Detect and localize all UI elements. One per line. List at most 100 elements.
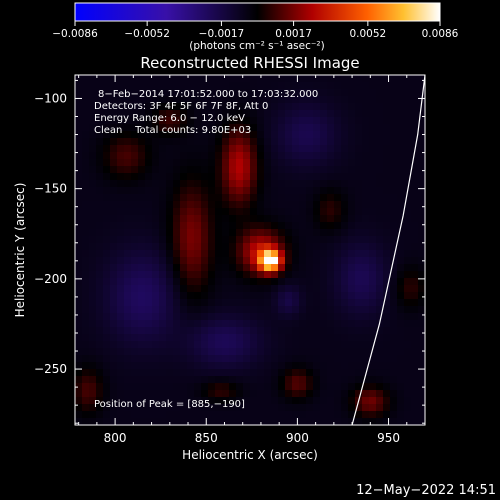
- heatmap-cell: [306, 96, 314, 104]
- heatmap-cell: [229, 306, 237, 314]
- heatmap-cell: [390, 306, 398, 314]
- heatmap-cell: [110, 348, 118, 356]
- heatmap-cell: [327, 327, 335, 335]
- heatmap-cell: [222, 194, 230, 202]
- heatmap-cell: [145, 138, 153, 146]
- heatmap-cell: [159, 208, 167, 216]
- heatmap-cell: [369, 299, 377, 307]
- heatmap-cell: [180, 320, 188, 328]
- heatmap-cell: [278, 117, 286, 125]
- heatmap-cell: [278, 348, 286, 356]
- heatmap-cell: [187, 96, 195, 104]
- heatmap-cell: [320, 418, 328, 425]
- heatmap-cell: [82, 145, 90, 153]
- heatmap-cell: [236, 82, 244, 90]
- heatmap-cell: [110, 75, 118, 83]
- heatmap-cell: [250, 131, 258, 139]
- heatmap-cell: [327, 292, 335, 300]
- heatmap-cell: [390, 103, 398, 111]
- heatmap-cell: [194, 327, 202, 335]
- heatmap-cell: [313, 264, 321, 272]
- heatmap-cell: [173, 222, 181, 230]
- heatmap-cell: [306, 124, 314, 132]
- heatmap-cell: [362, 250, 370, 258]
- heatmap-cell: [355, 299, 363, 307]
- heatmap-cell: [159, 180, 167, 188]
- heatmap-cell: [145, 341, 153, 349]
- heatmap-cell: [278, 215, 286, 223]
- heatmap-cell: [390, 390, 398, 398]
- heatmap-cell: [187, 299, 195, 307]
- heatmap-cell: [299, 180, 307, 188]
- heatmap-cell: [187, 131, 195, 139]
- heatmap-cell: [278, 313, 286, 321]
- heatmap-cell: [124, 117, 132, 125]
- heatmap-cell: [187, 250, 195, 258]
- heatmap-cell: [411, 299, 419, 307]
- heatmap-cell: [152, 264, 160, 272]
- heatmap-cell: [278, 180, 286, 188]
- heatmap-cell: [341, 243, 349, 251]
- heatmap-cell: [201, 138, 209, 146]
- heatmap-cell: [82, 82, 90, 90]
- heatmap-cell: [229, 159, 237, 167]
- y-tick-label: −200: [34, 272, 67, 286]
- heatmap-cell: [117, 124, 125, 132]
- heatmap-cell: [180, 341, 188, 349]
- y-tick-label: −150: [34, 182, 67, 196]
- heatmap-cell: [243, 201, 251, 209]
- heatmap-cell: [222, 278, 230, 286]
- heatmap-cell: [341, 320, 349, 328]
- heatmap-cell: [243, 208, 251, 216]
- heatmap-cell: [96, 117, 104, 125]
- heatmap-cell: [383, 166, 391, 174]
- heatmap-cell: [138, 369, 146, 377]
- heatmap-cell: [131, 383, 139, 391]
- heatmap-cell: [110, 327, 118, 335]
- heatmap-cell: [264, 362, 272, 370]
- heatmap-cell: [320, 250, 328, 258]
- heatmap-cell: [355, 383, 363, 391]
- heatmap-cell: [376, 145, 384, 153]
- heatmap-cell: [117, 117, 125, 125]
- heatmap-cell: [264, 278, 272, 286]
- heatmap-cell: [96, 369, 104, 377]
- heatmap-cell: [369, 145, 377, 153]
- heatmap-cell: [404, 348, 412, 356]
- heatmap-cell: [397, 159, 405, 167]
- heatmap-cell: [110, 110, 118, 118]
- heatmap-cell: [355, 257, 363, 265]
- heatmap-cell: [257, 397, 265, 405]
- heatmap-cell: [89, 299, 97, 307]
- heatmap-cell: [313, 82, 321, 90]
- heatmap-cell: [376, 243, 384, 251]
- heatmap-cell: [82, 348, 90, 356]
- heatmap-cell: [82, 362, 90, 370]
- heatmap-cell: [404, 334, 412, 342]
- heatmap-cell: [285, 355, 293, 363]
- heatmap-cell: [348, 285, 356, 293]
- heatmap-cell: [397, 313, 405, 321]
- heatmap-cell: [103, 299, 111, 307]
- heatmap-cell: [117, 271, 125, 279]
- heatmap-cell: [194, 89, 202, 97]
- heatmap-cell: [418, 411, 425, 419]
- heatmap-cell: [299, 285, 307, 293]
- heatmap-cell: [180, 397, 188, 405]
- heatmap-cell: [257, 327, 265, 335]
- heatmap-cell: [110, 418, 118, 425]
- heatmap-cell: [313, 299, 321, 307]
- heatmap-cell: [117, 208, 125, 216]
- heatmap-cell: [299, 376, 307, 384]
- heatmap-cell: [278, 264, 286, 272]
- heatmap-cell: [334, 292, 342, 300]
- heatmap-cell: [348, 159, 356, 167]
- heatmap-cell: [313, 243, 321, 251]
- heatmap-cell: [264, 180, 272, 188]
- heatmap-cell: [271, 334, 279, 342]
- heatmap-cell: [376, 180, 384, 188]
- heatmap-cell: [264, 390, 272, 398]
- heatmap-cell: [397, 411, 405, 419]
- heatmap-cell: [110, 138, 118, 146]
- heatmap-cell: [96, 173, 104, 181]
